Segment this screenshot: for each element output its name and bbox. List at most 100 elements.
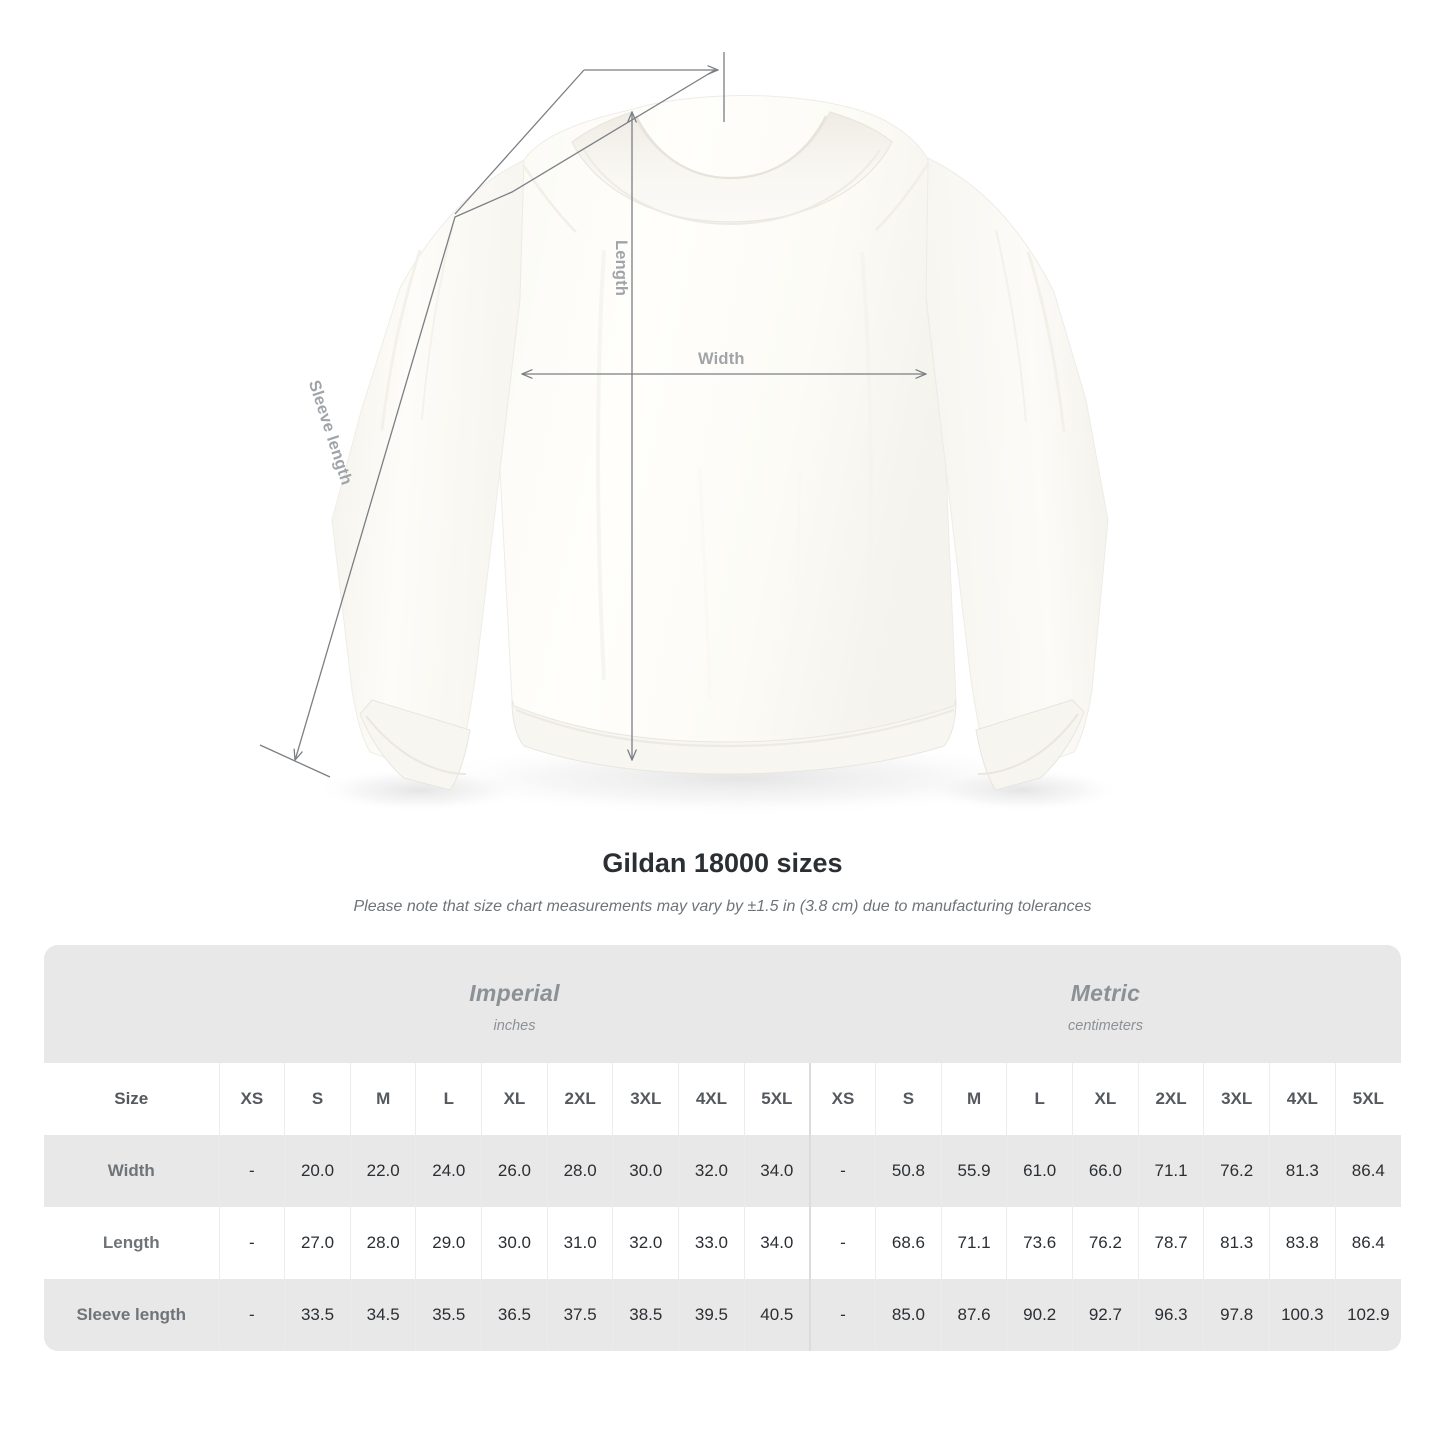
column-header-imperial-s: S — [284, 1063, 351, 1135]
cell-value: - — [808, 1279, 876, 1351]
cell-value: - — [808, 1207, 876, 1279]
cell-value: 76.2 — [1072, 1207, 1139, 1279]
cell-value: 30.0 — [481, 1207, 548, 1279]
cell-value: 29.0 — [415, 1207, 482, 1279]
body-fold-2 — [860, 251, 873, 681]
cell-value: 31.0 — [546, 1207, 613, 1279]
cell-value: 28.0 — [546, 1135, 613, 1207]
right-sleeve-fold-1 — [1026, 251, 1066, 433]
right-cuff-seam — [977, 713, 1079, 775]
sleeve-length-line — [295, 69, 716, 760]
cell-value: 34.0 — [743, 1207, 810, 1279]
cell-value: 78.7 — [1137, 1207, 1204, 1279]
collar-rib — [583, 149, 881, 226]
cell-value: - — [218, 1207, 285, 1279]
column-header-metric-5xl: 5XL — [1334, 1063, 1401, 1135]
table-row: Length -27.0 28.0 29.0 30.0 31.0 32.0 33.0 34.0-… — [44, 1207, 1401, 1279]
left-sleeve-fold-1 — [380, 249, 422, 431]
cell-value: - — [218, 1279, 285, 1351]
sweatshirt-illustration — [259, 52, 1122, 816]
column-header-metric-m: M — [940, 1063, 1007, 1135]
cell-value: 26.0 — [481, 1135, 548, 1207]
cell-value: 50.8 — [875, 1135, 942, 1207]
body-fold-4 — [792, 469, 802, 701]
waistband-seam — [515, 708, 955, 748]
imperial-label: Imperial — [469, 980, 560, 1006]
right-cuff — [975, 699, 1085, 791]
column-header-imperial-4xl: 4XL — [678, 1063, 745, 1135]
row-header-length: Length — [44, 1207, 220, 1279]
cell-value: 73.6 — [1006, 1207, 1073, 1279]
column-header-metric-s: S — [875, 1063, 942, 1135]
cell-value: 36.5 — [481, 1279, 548, 1351]
sleeve-length-bottom-tick — [259, 744, 331, 778]
column-header-metric-3xl: 3XL — [1203, 1063, 1270, 1135]
metric-label: Metric — [1070, 980, 1141, 1006]
cell-value: 28.0 — [349, 1207, 416, 1279]
column-header-imperial-l: L — [415, 1063, 482, 1135]
column-header-metric-l: L — [1006, 1063, 1073, 1135]
cell-value: 102.9 — [1334, 1279, 1401, 1351]
unit-band-spacer — [44, 945, 219, 1063]
cell-value: 40.5 — [743, 1279, 810, 1351]
table-row: Width -20.0 22.0 24.0 26.0 28.0 30.0 32.0 34.0-5… — [44, 1135, 1401, 1207]
cell-value: 92.7 — [1072, 1279, 1139, 1351]
cell-value: 61.0 — [1006, 1135, 1073, 1207]
cell-value: 81.3 — [1269, 1135, 1336, 1207]
right-shoulder-seam — [875, 163, 930, 231]
column-header-imperial-xl: XL — [481, 1063, 548, 1135]
unit-block-imperial: Imperial inches — [219, 945, 810, 1063]
width-dimension-label: Width — [698, 350, 745, 368]
measurements-table: Size XS S M L XL 2XL 3XL 4XL 5XL XS S M L XL 2XL 3XL 4XL… — [44, 1063, 1401, 1351]
column-header-metric-4xl: 4XL — [1269, 1063, 1336, 1135]
cell-value: 81.3 — [1203, 1207, 1270, 1279]
metric-unit: centimeters — [1068, 1018, 1143, 1034]
garment-diagram: Length Width Sleeve length — [259, 52, 1122, 816]
left-shoulder-seam — [522, 165, 577, 233]
cell-value: 83.8 — [1269, 1207, 1336, 1279]
left-cuff — [359, 699, 471, 791]
cell-value: 34.0 — [743, 1135, 810, 1207]
row-header-width: Width — [44, 1135, 220, 1207]
size-chart-table: Imperial inches Metric centimeters Size … — [44, 945, 1401, 1351]
cell-value: 24.0 — [415, 1135, 482, 1207]
length-dimension-label: Length — [612, 240, 630, 297]
column-header-metric-xl: XL — [1072, 1063, 1139, 1135]
body-fold-3 — [698, 469, 712, 701]
cell-value: 32.0 — [612, 1207, 679, 1279]
column-header-imperial-5xl: 5XL — [743, 1063, 810, 1135]
cell-value: 33.0 — [678, 1207, 745, 1279]
cell-value: 55.9 — [940, 1135, 1007, 1207]
cell-value: - — [808, 1135, 876, 1207]
column-header-imperial-m: M — [349, 1063, 416, 1135]
column-header-metric-xs: XS — [808, 1063, 876, 1135]
sleeve-shadow-right — [922, 768, 1122, 812]
cell-value: 22.0 — [349, 1135, 416, 1207]
cell-value: 100.3 — [1269, 1279, 1336, 1351]
cell-value: 39.5 — [678, 1279, 745, 1351]
collar-inner-shadow — [635, 115, 827, 180]
table-row: Sleeve length -33.5 34.5 35.5 36.5 37.5 38.5 39… — [44, 1279, 1401, 1351]
cell-value: 35.5 — [415, 1279, 482, 1351]
sleeve-shadow-left — [315, 768, 525, 812]
body-fold-1 — [596, 249, 606, 681]
tolerance-note: Please note that size chart measurements… — [353, 898, 1092, 915]
cell-value: 90.2 — [1006, 1279, 1073, 1351]
cell-value: 71.1 — [940, 1207, 1007, 1279]
cell-value: 96.3 — [1137, 1279, 1204, 1351]
cell-value: 37.5 — [546, 1279, 613, 1351]
cell-value: 20.0 — [284, 1135, 351, 1207]
cell-value: 68.6 — [875, 1207, 942, 1279]
right-sleeve-fold-2 — [995, 229, 1027, 423]
cell-value: 66.0 — [1072, 1135, 1139, 1207]
cell-value: 76.2 — [1203, 1135, 1270, 1207]
cell-value: - — [218, 1135, 285, 1207]
cell-value: 27.0 — [284, 1207, 351, 1279]
page-title: Gildan 18000 sizes — [602, 848, 843, 878]
cell-value: 86.4 — [1334, 1207, 1401, 1279]
waistband — [511, 699, 957, 775]
cell-value: 32.0 — [678, 1135, 745, 1207]
column-header-imperial-3xl: 3XL — [612, 1063, 679, 1135]
row-header-sleeve-length: Sleeve length — [44, 1279, 220, 1351]
